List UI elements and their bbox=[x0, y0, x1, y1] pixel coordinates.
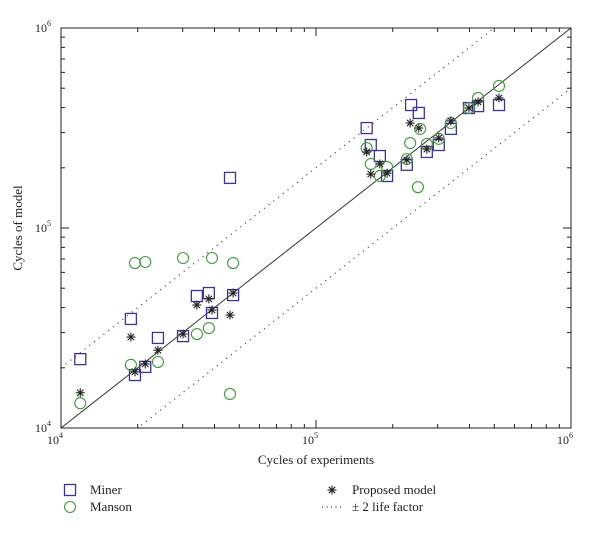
asterisk-point bbox=[362, 147, 372, 157]
legend-item: ± 2 life factor bbox=[322, 499, 424, 514]
square-point bbox=[124, 312, 138, 326]
circle-point bbox=[462, 101, 476, 115]
legend-label: Miner bbox=[90, 482, 122, 497]
circle-point bbox=[414, 122, 427, 135]
circle-point bbox=[373, 169, 386, 183]
asterisk-point bbox=[225, 310, 235, 320]
asterisk-point bbox=[178, 329, 188, 339]
legend-item: Proposed model bbox=[327, 482, 437, 497]
circle-point bbox=[205, 251, 219, 265]
life-factor-line bbox=[61, 28, 496, 369]
circle-point bbox=[139, 255, 152, 269]
asterisk-point bbox=[204, 294, 214, 304]
square-point bbox=[74, 352, 87, 366]
legend-circle-icon bbox=[63, 500, 77, 514]
asterisk-point bbox=[207, 305, 217, 315]
asterisk-point bbox=[375, 159, 385, 169]
legend-item: Miner bbox=[63, 482, 122, 497]
circle-point bbox=[190, 327, 203, 341]
data-points bbox=[74, 79, 506, 410]
circle-point bbox=[400, 153, 413, 166]
square-point bbox=[404, 98, 418, 112]
x-axis-label: Cycles of experiments bbox=[258, 452, 374, 467]
asterisk-point bbox=[228, 288, 238, 298]
asterisk-point bbox=[434, 133, 444, 143]
circle-point bbox=[227, 256, 240, 270]
y-tick-label: 105 bbox=[35, 219, 51, 235]
asterisk-point bbox=[494, 93, 504, 103]
square-point bbox=[360, 121, 373, 135]
asterisk-point bbox=[405, 118, 415, 128]
legend-label: Manson bbox=[90, 499, 132, 514]
circle-point bbox=[151, 355, 165, 368]
reference-lines bbox=[61, 28, 571, 428]
asterisk-point bbox=[75, 388, 85, 398]
circle-point bbox=[202, 322, 215, 335]
legend-label: ± 2 life factor bbox=[352, 499, 424, 514]
asterisk-point bbox=[422, 144, 432, 154]
square-point bbox=[151, 331, 165, 345]
y-tick-label: 104 bbox=[35, 419, 51, 435]
axes: 104 105 106 104 105 106 bbox=[35, 19, 573, 447]
square-point bbox=[190, 289, 204, 303]
y-axis-label: Cycles of model bbox=[10, 185, 25, 271]
square-point bbox=[412, 106, 425, 120]
circle-point bbox=[404, 136, 417, 150]
asterisk-point bbox=[402, 155, 412, 165]
circle-point bbox=[432, 132, 445, 145]
y-tick-label: 106 bbox=[35, 19, 51, 35]
circle-point bbox=[176, 251, 190, 265]
x-tick-label: 105 bbox=[302, 431, 318, 447]
asterisk-point bbox=[130, 367, 140, 377]
asterisk-point bbox=[140, 359, 150, 369]
circle-point bbox=[492, 79, 506, 93]
asterisk-point bbox=[414, 123, 424, 133]
legend: Miner Manson Proposed model ± 2 life factor bbox=[63, 482, 437, 514]
series-miner bbox=[74, 98, 506, 382]
asterisk-point bbox=[473, 97, 483, 107]
asterisk-point bbox=[464, 103, 474, 113]
square-point bbox=[364, 138, 377, 152]
legend-asterisk-icon bbox=[327, 485, 337, 495]
x-tick-label: 106 bbox=[557, 431, 573, 447]
circle-point bbox=[124, 358, 137, 371]
life-factor-line bbox=[136, 87, 571, 428]
legend-item: Manson bbox=[63, 499, 132, 514]
asterisk-point bbox=[366, 169, 376, 179]
asterisk-point bbox=[446, 116, 456, 126]
circle-point bbox=[364, 157, 377, 171]
asterisk-point bbox=[382, 168, 392, 178]
series-manson bbox=[74, 79, 506, 410]
circle-point bbox=[411, 181, 424, 194]
asterisk-point bbox=[192, 300, 202, 310]
legend-label: Proposed model bbox=[352, 482, 437, 497]
series-proposed-model bbox=[75, 93, 504, 398]
circle-point bbox=[223, 387, 237, 400]
asterisk-point bbox=[126, 332, 136, 342]
asterisk-point bbox=[153, 345, 163, 355]
x-tick-label: 104 bbox=[47, 431, 63, 447]
circle-point bbox=[128, 256, 142, 270]
square-point bbox=[223, 171, 237, 185]
identity-line bbox=[61, 28, 571, 428]
circle-point bbox=[74, 397, 87, 410]
legend-square-icon bbox=[63, 483, 77, 497]
